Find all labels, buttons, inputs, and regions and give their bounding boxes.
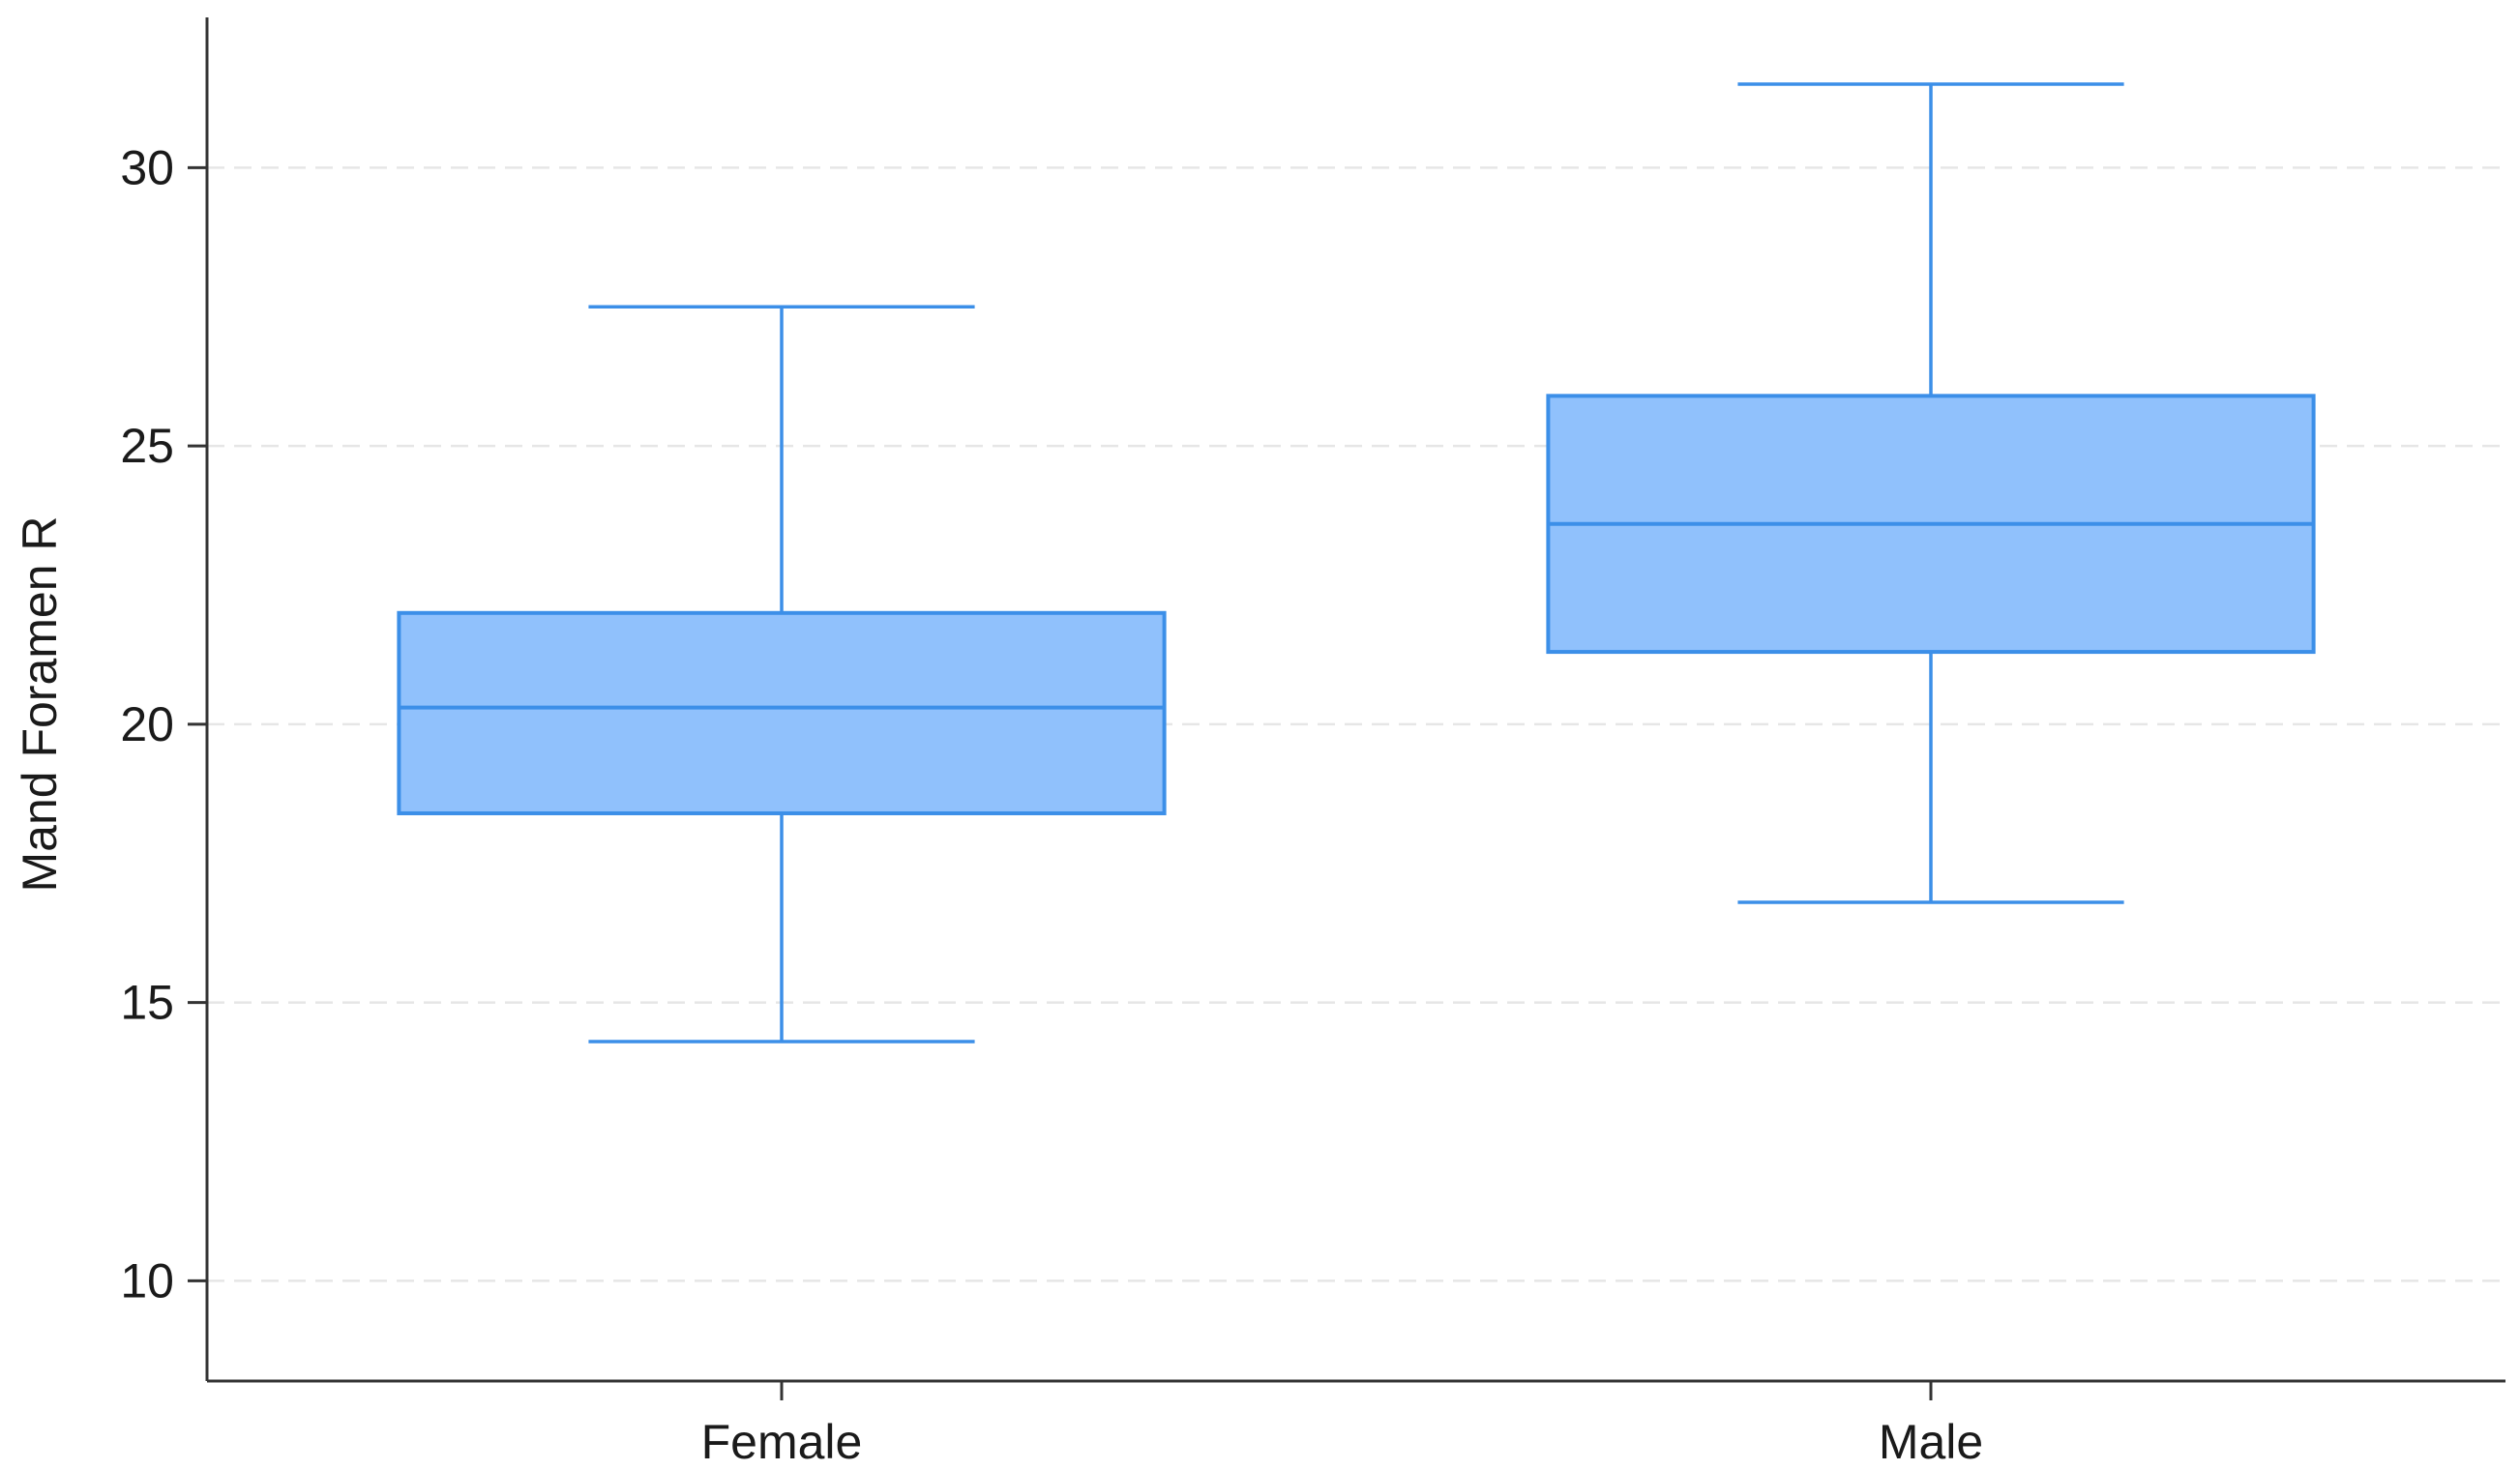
y-tick-label-30: 30 <box>120 140 174 194</box>
y-axis-title: Mand Foramen R <box>13 515 67 892</box>
box-male <box>1546 82 2316 904</box>
x-tick-label-female: Female <box>701 1415 863 1469</box>
x-tick-label-male: Male <box>1879 1415 1983 1469</box>
y-tick-label-10: 10 <box>120 1253 174 1308</box>
box-female <box>397 305 1167 1044</box>
x-ticks: Female Male <box>701 1381 1983 1469</box>
y-tick-label-25: 25 <box>120 419 174 473</box>
y-ticks: 10 15 20 25 30 <box>120 140 207 1308</box>
y-tick-label-20: 20 <box>120 697 174 751</box>
iqr-box-female <box>397 610 1167 815</box>
axes <box>205 17 2505 1383</box>
y-tick-label-15: 15 <box>120 976 174 1030</box>
boxes-layer <box>397 82 2316 1044</box>
